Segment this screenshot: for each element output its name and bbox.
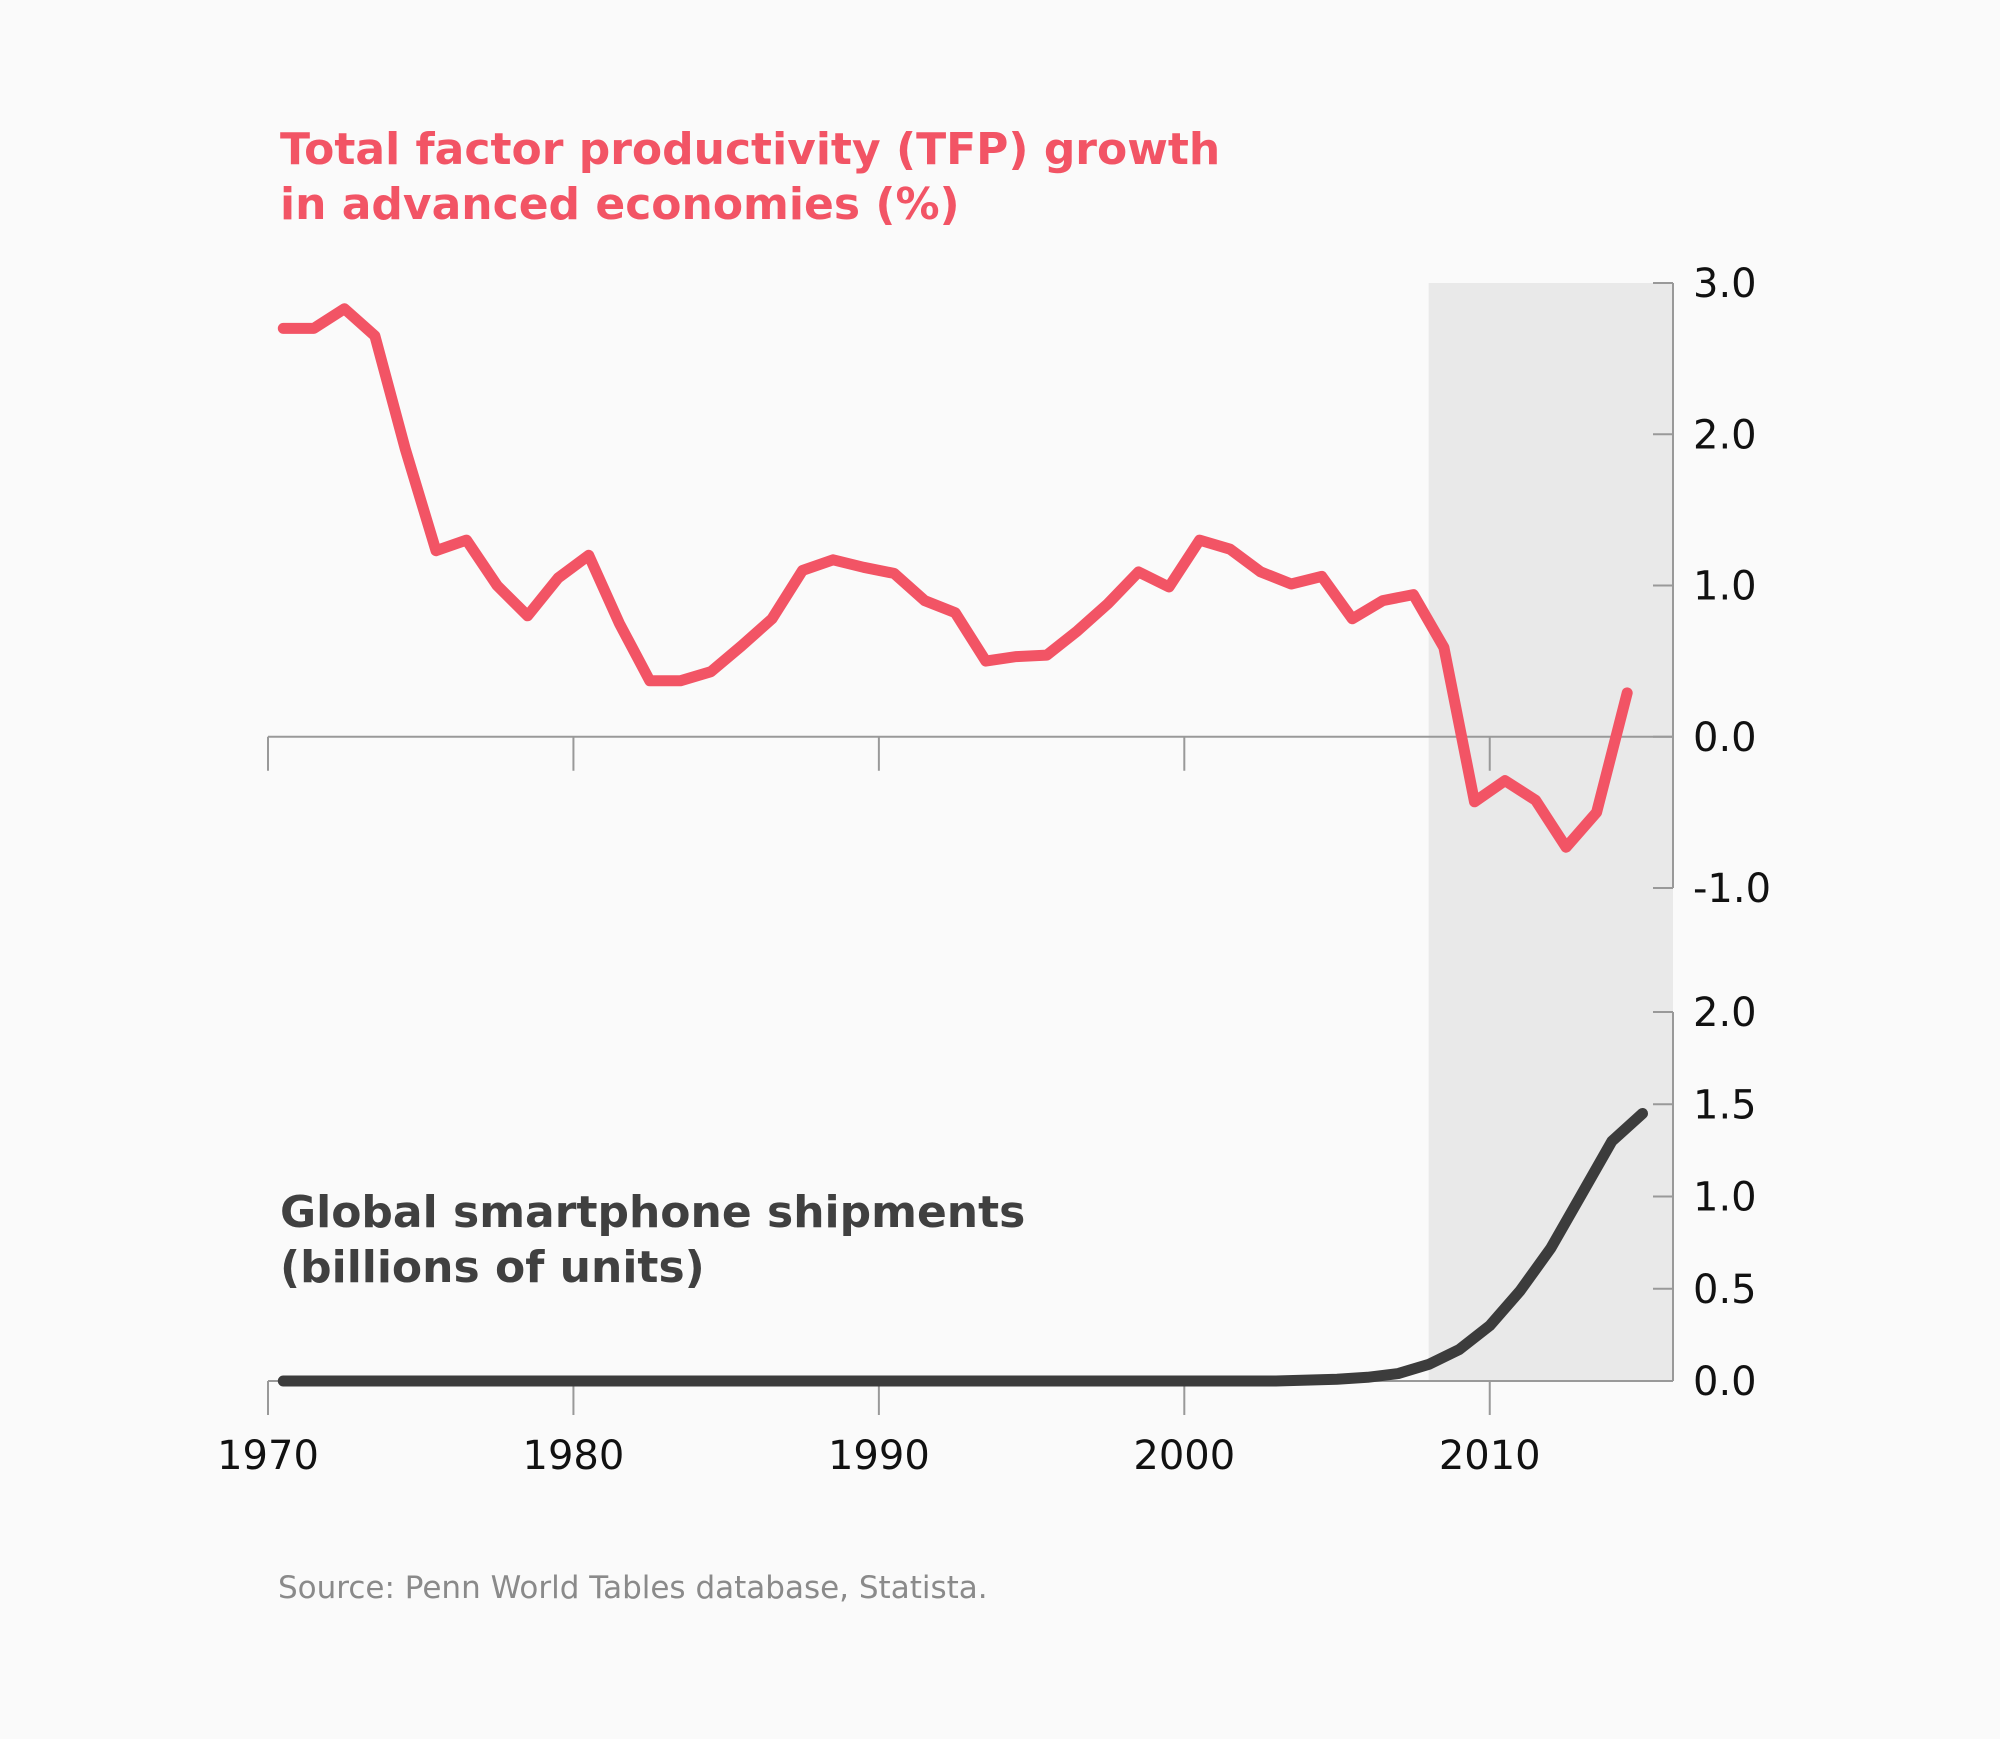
x-tick-label-0: 1970: [217, 1433, 319, 1479]
tfp-title-line-2: in advanced economies (%): [280, 179, 960, 230]
smartphone-y-tick-label-1: 1.5: [1693, 1082, 1757, 1128]
tfp-title-line-1: Total factor productivity (TFP) growth: [280, 124, 1221, 175]
smartphone-y-tick-label-0: 2.0: [1693, 990, 1757, 1036]
x-tick-label-4: 2010: [1439, 1433, 1541, 1479]
tfp-y-tick-label-0: 3.0: [1693, 261, 1757, 307]
tfp-series-line: [277, 303, 1633, 853]
smartphone-series-line: [277, 1108, 1648, 1387]
tfp-y-tick-label-4: -1.0: [1693, 866, 1771, 912]
smartphone-chart-title: Global smartphone shipments (billions of…: [280, 1185, 1025, 1295]
source-note: Source: Penn World Tables database, Stat…: [278, 1570, 988, 1606]
x-tick-label-2: 1990: [828, 1433, 930, 1479]
tfp-y-tick-label-2: 1.0: [1693, 564, 1757, 610]
smartphone-y-tick-label-2: 1.0: [1693, 1175, 1757, 1221]
tfp-y-ticks: 3.0 2.0 1.0 0.0 -1.0: [1653, 261, 1771, 912]
smartphone-y-tick-label-4: 0.0: [1693, 1359, 1757, 1405]
x-tick-label-3: 2000: [1133, 1433, 1235, 1479]
x-tick-label-1: 1980: [523, 1433, 625, 1479]
smartphone-y-ticks: 2.0 1.5 1.0 0.5 0.0: [1653, 990, 1757, 1405]
smartphone-title-line-2: (billions of units): [280, 1242, 705, 1293]
tfp-chart-title: Total factor productivity (TFP) growth i…: [280, 122, 1220, 232]
tfp-y-tick-label-1: 2.0: [1693, 412, 1757, 458]
smartphone-title-line-1: Global smartphone shipments: [280, 1187, 1026, 1238]
smartphone-y-tick-label-3: 0.5: [1693, 1267, 1757, 1313]
x-ticks: 1970 1980 1990 2000 2010: [217, 736, 1541, 1479]
tfp-y-tick-label-3: 0.0: [1693, 715, 1757, 761]
